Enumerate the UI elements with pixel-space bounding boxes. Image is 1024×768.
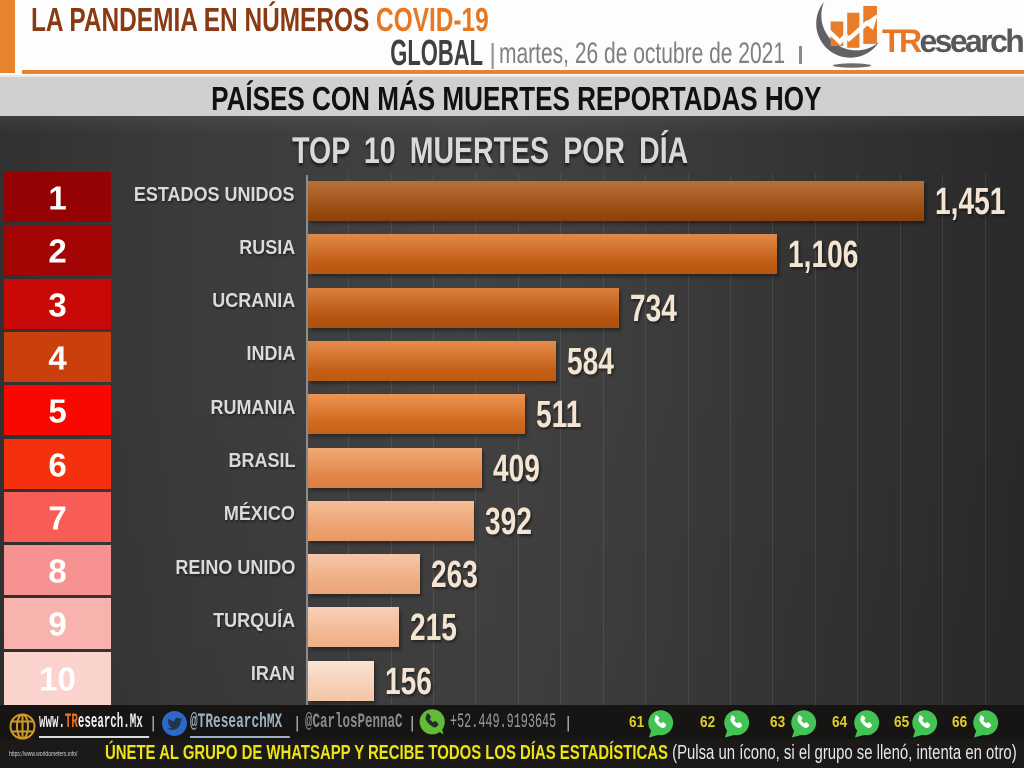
svg-text:TResearch: TResearch: [882, 23, 1023, 59]
